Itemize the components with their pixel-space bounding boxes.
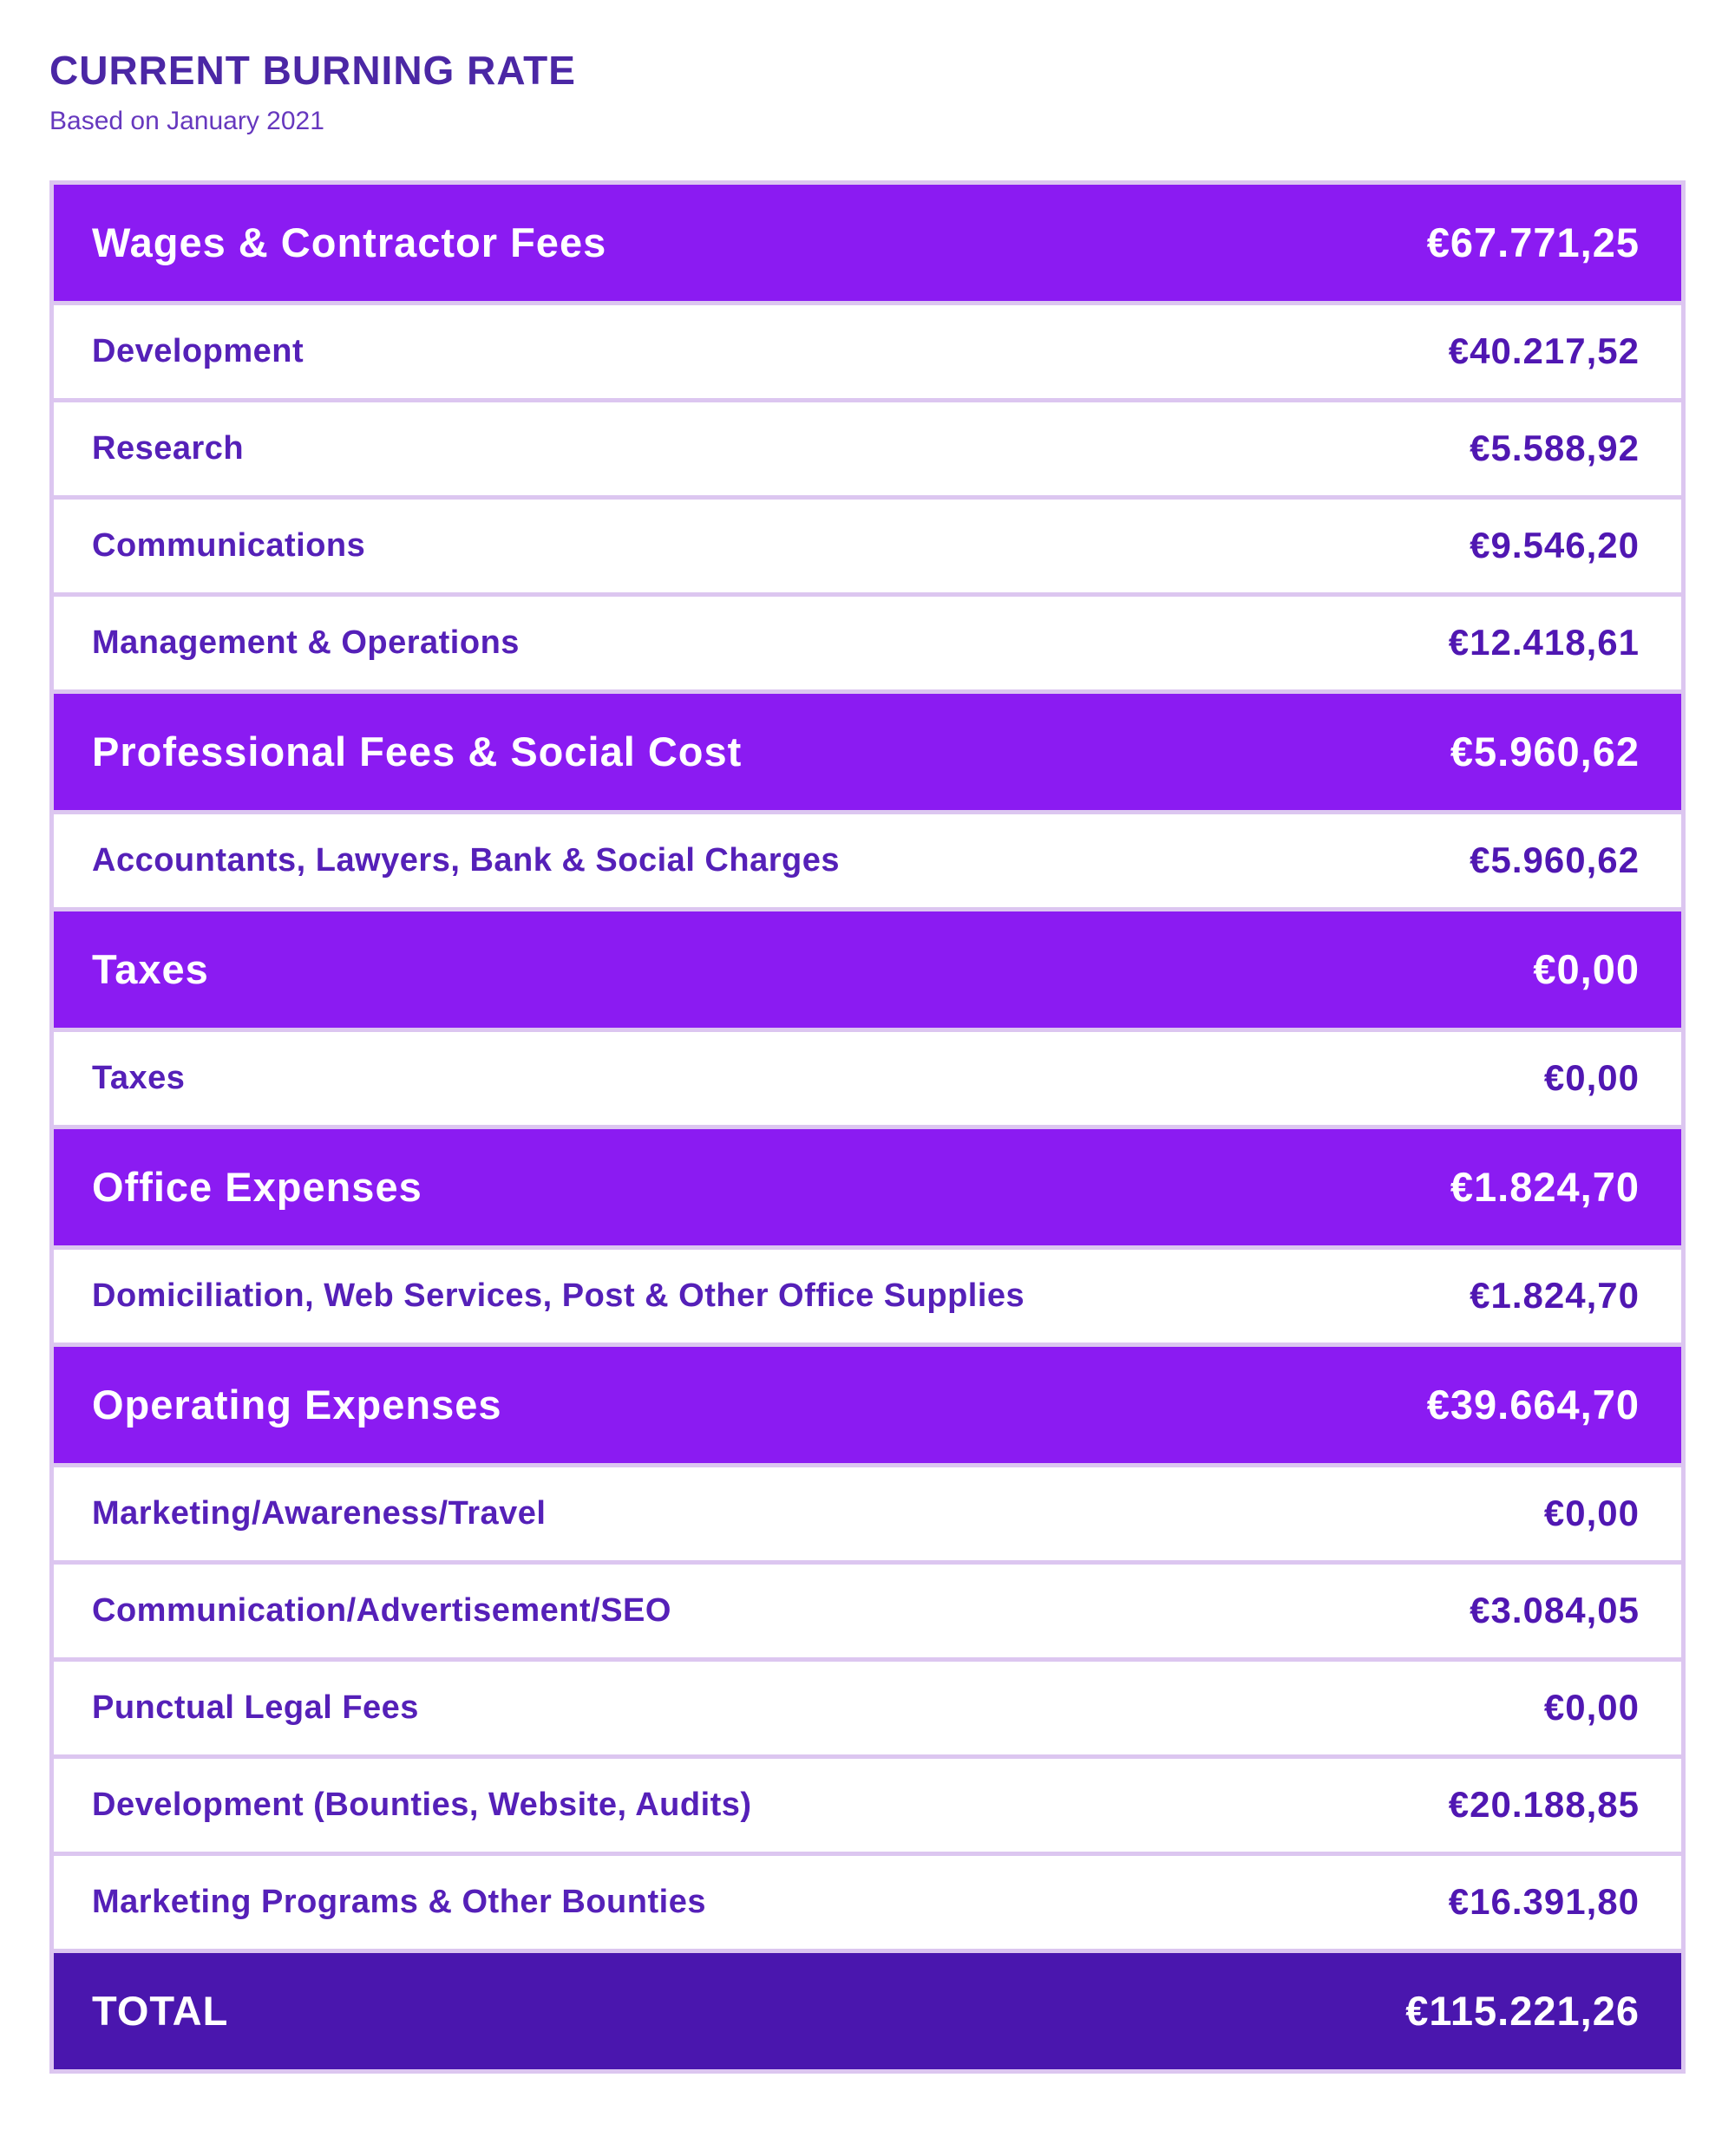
row-label: Development [92, 332, 304, 369]
table-row-item: Punctual Legal Fees €0,00 [54, 1661, 1681, 1754]
row-value: €0,00 [1543, 1057, 1640, 1099]
row-label: Management & Operations [92, 624, 520, 661]
row-value: €5.960,62 [1450, 728, 1640, 775]
row-value: €1.824,70 [1450, 1164, 1640, 1211]
row-label: Domiciliation, Web Services, Post & Othe… [92, 1277, 1025, 1314]
row-value: €3.084,05 [1470, 1590, 1640, 1631]
row-label: Communication/Advertisement/SEO [92, 1591, 671, 1629]
row-label: Professional Fees & Social Cost [92, 728, 743, 775]
row-label: Development (Bounties, Website, Audits) [92, 1786, 752, 1823]
row-value: €1.824,70 [1470, 1275, 1640, 1316]
row-value: €115.221,26 [1405, 1988, 1640, 2035]
table-row-item: Communications €9.546,20 [54, 499, 1681, 592]
table-row-item: Management & Operations €12.418,61 [54, 596, 1681, 689]
row-value: €5.960,62 [1470, 840, 1640, 881]
row-label: Research [92, 429, 245, 467]
table-row-item: Development (Bounties, Website, Audits) … [54, 1758, 1681, 1852]
row-value: €39.664,70 [1426, 1382, 1640, 1428]
row-value: €16.391,80 [1448, 1881, 1640, 1923]
row-value: €20.188,85 [1448, 1784, 1640, 1826]
table-row-section: Wages & Contractor Fees €67.771,25 [54, 184, 1681, 301]
row-label: Marketing/Awareness/Travel [92, 1494, 547, 1532]
row-value: €0,00 [1543, 1687, 1640, 1728]
table-row-total: TOTAL €115.221,26 [54, 1952, 1681, 2069]
row-label: Operating Expenses [92, 1382, 502, 1428]
row-label: Taxes [92, 946, 209, 993]
table-row-item: Research €5.588,92 [54, 402, 1681, 495]
row-label: Taxes [92, 1059, 186, 1096]
table-row-section: Operating Expenses €39.664,70 [54, 1346, 1681, 1463]
table-row-item: Marketing Programs & Other Bounties €16.… [54, 1855, 1681, 1949]
row-value: €12.418,61 [1448, 622, 1640, 663]
row-value: €0,00 [1533, 946, 1640, 993]
table-row-section: Taxes €0,00 [54, 911, 1681, 1028]
table-row-item: Communication/Advertisement/SEO €3.084,0… [54, 1564, 1681, 1657]
page-title: CURRENT BURNING RATE [49, 48, 576, 93]
row-label: Wages & Contractor Fees [92, 219, 607, 266]
table-row-item: Taxes €0,00 [54, 1031, 1681, 1125]
row-label: TOTAL [92, 1988, 229, 2035]
row-value: €5.588,92 [1470, 428, 1640, 469]
row-value: €40.217,52 [1448, 330, 1640, 372]
page-subtitle: Based on January 2021 [49, 106, 324, 135]
row-label: Accountants, Lawyers, Bank & Social Char… [92, 841, 840, 879]
table-row-item: Development €40.217,52 [54, 304, 1681, 398]
row-value: €9.546,20 [1470, 525, 1640, 566]
row-label: Marketing Programs & Other Bounties [92, 1883, 706, 1920]
row-label: Communications [92, 526, 366, 564]
table-row-section: Office Expenses €1.824,70 [54, 1128, 1681, 1245]
table-row-item: Domiciliation, Web Services, Post & Othe… [54, 1249, 1681, 1343]
table-row-section: Professional Fees & Social Cost €5.960,6… [54, 693, 1681, 810]
table-row-item: Accountants, Lawyers, Bank & Social Char… [54, 813, 1681, 907]
table-row-item: Marketing/Awareness/Travel €0,00 [54, 1467, 1681, 1560]
row-value: €0,00 [1543, 1493, 1640, 1534]
row-label: Punctual Legal Fees [92, 1689, 419, 1726]
row-label: Office Expenses [92, 1164, 422, 1211]
row-value: €67.771,25 [1426, 219, 1640, 266]
burn-rate-table: Wages & Contractor Fees €67.771,25 Devel… [49, 180, 1686, 2074]
